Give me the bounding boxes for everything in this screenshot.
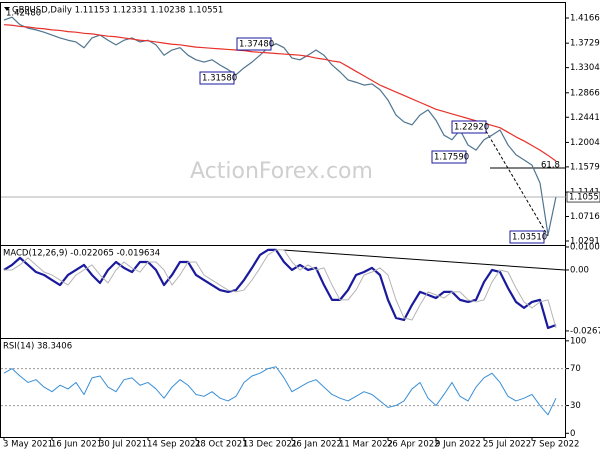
x-tick-label: 7 Sep 2022 — [531, 440, 579, 450]
y-tick-label: 1.02915 — [570, 236, 600, 246]
x-tick-label: 30 Jul 2021 — [99, 440, 147, 450]
last-price-box — [566, 191, 600, 203]
y-tick-label: 0.00 — [570, 265, 589, 275]
y-tick-label: 30 — [570, 401, 581, 411]
series-line — [3, 24, 557, 162]
x-tick-label: 11 Mar 2022 — [339, 440, 393, 450]
annotation-box — [509, 230, 545, 244]
x-tick-label: 25 Jul 2022 — [483, 440, 531, 450]
series-line — [3, 366, 557, 416]
rsi-panel — [0, 338, 566, 438]
y-tick-label: 1.33040 — [570, 63, 600, 73]
annotation-box — [199, 71, 235, 85]
y-tick-label: 1.41665 — [570, 13, 600, 23]
y-tick-label: 1.37290 — [570, 39, 600, 49]
y-tick-label: 1.15790 — [570, 162, 600, 172]
y-tick-label: 1.24415 — [570, 113, 600, 123]
annotation: 1.03510 — [512, 233, 547, 243]
y-tick-label: 1.20040 — [570, 138, 600, 148]
series-line — [3, 16, 557, 236]
annotation: 1.17590 — [434, 153, 469, 163]
series-line — [3, 248, 557, 330]
annotation: 1.37480 — [239, 40, 274, 50]
x-tick-label: 14 Sep 2021 — [147, 440, 201, 450]
annotation: 61.8 — [541, 161, 560, 171]
x-tick-label: 16 Jun 2021 — [51, 440, 102, 450]
panel-title: MACD(12,26,9) -0.022065 -0.019634 — [3, 249, 160, 259]
annotation-box — [431, 150, 467, 164]
y-tick-label: 0.010071 — [570, 242, 600, 252]
x-tick-label: 26 Jan 2022 — [291, 440, 342, 450]
y-tick-label: -0.0267 — [570, 326, 600, 336]
annotation: 1.31580 — [202, 74, 237, 84]
series-line — [4, 249, 557, 329]
x-tick-label: 28 Oct 2021 — [195, 440, 248, 450]
x-tick-label: 13 Dec 2021 — [243, 440, 297, 450]
watermark: ActionForex.com — [190, 159, 373, 184]
x-tick-label: 9 Jun 2022 — [435, 440, 481, 450]
annotation-box — [236, 37, 272, 51]
x-tick-label: 26 Apr 2022 — [387, 440, 440, 450]
panel-title: RSI(14) 38.3406 — [3, 342, 72, 352]
y-tick-label: 1.28665 — [570, 88, 600, 98]
x-tick-label: 3 May 2021 — [3, 440, 53, 450]
trend-line — [485, 130, 549, 237]
panel-title: GBPUSD,Daily 1.11153 1.12331 1.10238 1.1… — [12, 6, 223, 16]
y-tick-label: 70 — [570, 364, 581, 374]
annotation-box — [451, 120, 487, 134]
y-tick-label: 1.07165 — [570, 212, 600, 222]
title-marker — [4, 7, 10, 11]
annotation: 1.42480 — [6, 9, 41, 19]
macd-trend-line — [282, 249, 566, 271]
y-tick-label: 100 — [570, 336, 586, 346]
last-price-label: 1.10551 — [569, 193, 600, 203]
annotation: 1.22920 — [454, 123, 489, 133]
y-tick-label: 0 — [570, 429, 575, 439]
